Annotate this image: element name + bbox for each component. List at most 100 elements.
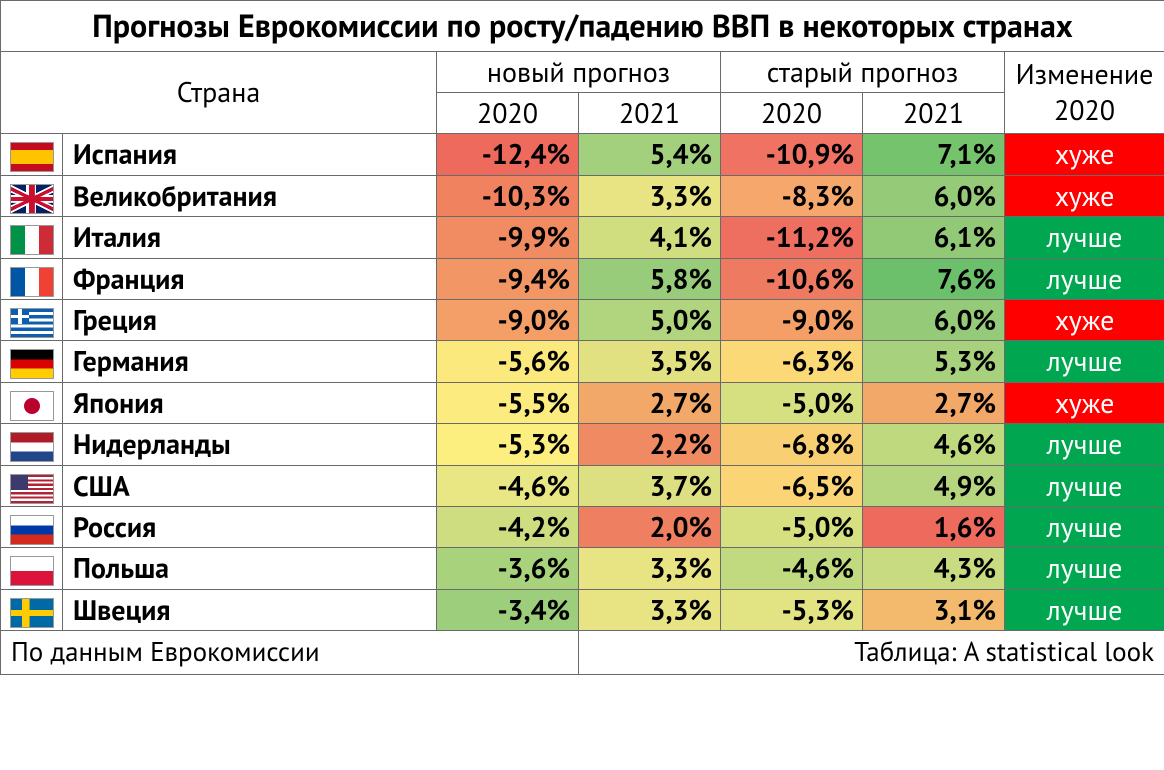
country-name: Россия bbox=[63, 506, 437, 547]
value-old-2020: -10,9% bbox=[721, 134, 863, 175]
header-new-2020: 2020 bbox=[437, 92, 579, 133]
value-old-2020: -5,3% bbox=[721, 589, 863, 630]
value-new-2020: -4,6% bbox=[437, 465, 579, 506]
country-name: Польша bbox=[63, 548, 437, 589]
value-old-2021: 3,1% bbox=[863, 589, 1005, 630]
flag-cell bbox=[1, 589, 63, 630]
change-badge: лучше bbox=[1005, 465, 1164, 506]
change-badge: лучше bbox=[1005, 258, 1164, 299]
value-new-2020: -9,9% bbox=[437, 217, 579, 258]
flag-cell bbox=[1, 217, 63, 258]
value-new-2021: 5,4% bbox=[579, 134, 721, 175]
value-old-2020: -5,0% bbox=[721, 506, 863, 547]
header-old-2020: 2020 bbox=[721, 92, 863, 133]
value-old-2020: -5,0% bbox=[721, 382, 863, 423]
flag-cell bbox=[1, 465, 63, 506]
value-new-2021: 5,8% bbox=[579, 258, 721, 299]
table-row: Польша-3,6%3,3%-4,6%4,3%лучше bbox=[1, 548, 1164, 589]
country-name: Германия bbox=[63, 341, 437, 382]
value-old-2020: -11,2% bbox=[721, 217, 863, 258]
flag-cell bbox=[1, 424, 63, 465]
country-name: США bbox=[63, 465, 437, 506]
value-new-2021: 4,1% bbox=[579, 217, 721, 258]
flag-cell bbox=[1, 506, 63, 547]
footer-source: По данным Еврокомиссии bbox=[1, 631, 579, 675]
value-old-2021: 6,1% bbox=[863, 217, 1005, 258]
header-old-2021: 2021 bbox=[863, 92, 1005, 133]
es-flag-icon bbox=[10, 142, 54, 172]
value-old-2020: -8,3% bbox=[721, 175, 863, 216]
value-new-2021: 3,3% bbox=[579, 548, 721, 589]
table-row: Греция-9,0%5,0%-9,0%6,0%хуже bbox=[1, 299, 1164, 340]
country-name: Испания bbox=[63, 134, 437, 175]
value-new-2021: 3,3% bbox=[579, 175, 721, 216]
gb-flag-icon bbox=[10, 184, 54, 214]
table-row: Германия-5,6%3,5%-6,3%5,3%лучше bbox=[1, 341, 1164, 382]
gdp-forecast-table: Прогнозы Еврокомиссии по росту/падению В… bbox=[0, 0, 1164, 675]
value-new-2020: -12,4% bbox=[437, 134, 579, 175]
flag-cell bbox=[1, 134, 63, 175]
value-new-2020: -9,0% bbox=[437, 299, 579, 340]
flag-cell bbox=[1, 548, 63, 589]
value-new-2020: -9,4% bbox=[437, 258, 579, 299]
country-name: Франция bbox=[63, 258, 437, 299]
value-old-2021: 4,9% bbox=[863, 465, 1005, 506]
flag-cell bbox=[1, 382, 63, 423]
change-badge: лучше bbox=[1005, 341, 1164, 382]
gr-flag-icon bbox=[10, 308, 54, 338]
se-flag-icon bbox=[10, 598, 54, 628]
change-badge: хуже bbox=[1005, 134, 1164, 175]
value-old-2020: -6,3% bbox=[721, 341, 863, 382]
value-new-2021: 3,7% bbox=[579, 465, 721, 506]
header-change: Изменение 2020 bbox=[1005, 51, 1164, 134]
change-badge: лучше bbox=[1005, 217, 1164, 258]
table-row: Россия-4,2%2,0%-5,0%1,6%лучше bbox=[1, 506, 1164, 547]
footer-credit: Таблица: A statistical look bbox=[579, 631, 1164, 675]
table-row: Япония-5,5%2,7%-5,0%2,7%хуже bbox=[1, 382, 1164, 423]
value-new-2020: -5,6% bbox=[437, 341, 579, 382]
value-new-2020: -5,5% bbox=[437, 382, 579, 423]
header-country: Страна bbox=[1, 51, 437, 134]
it-flag-icon bbox=[10, 225, 54, 255]
value-new-2021: 3,3% bbox=[579, 589, 721, 630]
change-badge: лучше bbox=[1005, 589, 1164, 630]
header-new-2021: 2021 bbox=[579, 92, 721, 133]
table-row: США-4,6%3,7%-6,5%4,9%лучше bbox=[1, 465, 1164, 506]
header-new-forecast: новый прогноз bbox=[437, 51, 721, 92]
value-old-2021: 7,6% bbox=[863, 258, 1005, 299]
country-name: Япония bbox=[63, 382, 437, 423]
table-row: Франция-9,4%5,8%-10,6%7,6%лучше bbox=[1, 258, 1164, 299]
change-badge: лучше bbox=[1005, 506, 1164, 547]
jp-flag-icon bbox=[10, 391, 54, 421]
value-old-2021: 2,7% bbox=[863, 382, 1005, 423]
pl-flag-icon bbox=[10, 556, 54, 586]
change-badge: лучше bbox=[1005, 548, 1164, 589]
change-badge: хуже bbox=[1005, 299, 1164, 340]
value-old-2021: 5,3% bbox=[863, 341, 1005, 382]
table-row: Испания-12,4%5,4%-10,9%7,1%хуже bbox=[1, 134, 1164, 175]
flag-cell bbox=[1, 175, 63, 216]
country-name: Великобритания bbox=[63, 175, 437, 216]
country-name: Нидерланды bbox=[63, 424, 437, 465]
us-flag-icon bbox=[10, 474, 54, 504]
value-old-2020: -9,0% bbox=[721, 299, 863, 340]
value-new-2021: 2,2% bbox=[579, 424, 721, 465]
country-name: Швеция bbox=[63, 589, 437, 630]
flag-cell bbox=[1, 299, 63, 340]
change-badge: хуже bbox=[1005, 175, 1164, 216]
value-new-2020: -5,3% bbox=[437, 424, 579, 465]
de-flag-icon bbox=[10, 349, 54, 379]
value-old-2020: -6,8% bbox=[721, 424, 863, 465]
value-old-2021: 6,0% bbox=[863, 299, 1005, 340]
value-old-2020: -6,5% bbox=[721, 465, 863, 506]
value-new-2020: -4,2% bbox=[437, 506, 579, 547]
table-title: Прогнозы Еврокомиссии по росту/падению В… bbox=[1, 1, 1164, 52]
value-new-2020: -3,4% bbox=[437, 589, 579, 630]
value-old-2021: 1,6% bbox=[863, 506, 1005, 547]
value-old-2021: 7,1% bbox=[863, 134, 1005, 175]
value-old-2021: 4,6% bbox=[863, 424, 1005, 465]
table-row: Нидерланды-5,3%2,2%-6,8%4,6%лучше bbox=[1, 424, 1164, 465]
value-old-2021: 6,0% bbox=[863, 175, 1005, 216]
value-new-2021: 3,5% bbox=[579, 341, 721, 382]
fr-flag-icon bbox=[10, 267, 54, 297]
